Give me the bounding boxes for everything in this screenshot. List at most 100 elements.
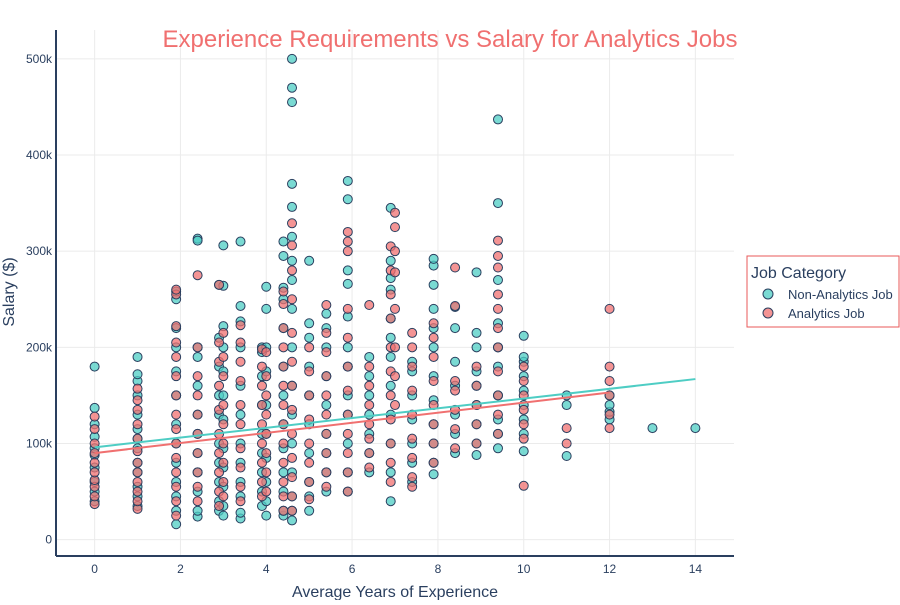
data-point: [604, 375, 615, 386]
data-point: [304, 390, 315, 401]
series-analytics-points: [89, 207, 615, 521]
data-point: [287, 303, 298, 314]
data-point: [218, 491, 229, 502]
data-point: [235, 507, 246, 518]
data-point: [364, 400, 375, 411]
data-point: [450, 356, 461, 367]
data-point: [89, 457, 100, 468]
data-point: [450, 424, 461, 435]
grid-lines: [56, 30, 734, 556]
data-point: [89, 491, 100, 502]
data-point: [428, 419, 439, 430]
data-point: [218, 351, 229, 362]
data-point: [342, 486, 353, 497]
data-point: [390, 246, 400, 257]
data-point: [287, 294, 298, 305]
data-point: [471, 438, 482, 449]
data-point: [278, 467, 289, 478]
data-point: [132, 476, 143, 487]
data-point: [407, 452, 418, 463]
x-tick-label: 12: [603, 562, 617, 576]
data-point: [261, 448, 272, 459]
data-point: [278, 299, 289, 310]
data-point: [214, 467, 225, 478]
data-point: [278, 476, 289, 487]
data-point: [604, 361, 615, 372]
data-point: [218, 400, 229, 411]
data-point: [287, 404, 298, 415]
data-point: [287, 275, 298, 286]
data-point: [256, 457, 267, 468]
data-point: [287, 53, 298, 64]
data-point: [492, 366, 503, 377]
data-point: [304, 438, 315, 449]
tick-labels: 0 2 4 6 8 10 12 14 0 100k 200k 300k 400k 500k: [26, 52, 702, 576]
data-point: [321, 308, 332, 319]
data-point: [171, 390, 182, 401]
data-point: [321, 481, 332, 492]
data-point: [321, 347, 332, 358]
data-point: [385, 255, 396, 266]
data-point: [492, 275, 503, 286]
legend-item-analytics[interactable]: Analytics Job: [762, 306, 865, 321]
data-point: [342, 246, 353, 257]
data-point: [132, 486, 143, 497]
data-point: [192, 448, 203, 459]
data-point: [492, 262, 503, 273]
data-point: [304, 494, 315, 505]
data-point: [385, 313, 396, 324]
data-point: [342, 194, 353, 205]
data-point: [407, 361, 418, 372]
data-point: [218, 476, 229, 487]
data-point: [407, 433, 418, 444]
data-point: [471, 267, 482, 278]
data-point: [132, 404, 143, 415]
legend-item-non-analytics[interactable]: Non-Analytics Job: [762, 287, 893, 302]
data-point: [287, 472, 298, 483]
data-point: [304, 457, 315, 468]
data-point: [518, 351, 529, 362]
trend-line-non-analytics: [94, 378, 696, 449]
data-point: [261, 467, 272, 478]
data-point: [192, 342, 203, 353]
data-point: [364, 433, 375, 444]
legend: Job Category Non-Analytics Job Analytics…: [746, 255, 900, 328]
data-point: [235, 236, 246, 247]
data-point: [278, 361, 289, 372]
data-point: [235, 400, 246, 411]
data-point: [287, 380, 298, 391]
legend-label-non-analytics: Non-Analytics Job: [788, 287, 893, 302]
data-point: [287, 515, 298, 526]
legend-marker-analytics: [762, 307, 774, 319]
data-point: [385, 496, 396, 507]
data-point: [218, 438, 229, 449]
data-point: [235, 409, 246, 420]
data-point: [428, 332, 439, 343]
data-point: [385, 457, 396, 468]
data-point: [256, 361, 267, 372]
data-point: [450, 385, 461, 396]
x-axis-title: Average Years of Experience: [292, 584, 498, 600]
data-point: [132, 419, 143, 430]
data-point: [235, 496, 246, 507]
data-point: [261, 486, 272, 497]
data-point: [428, 457, 439, 468]
data-point: [492, 235, 503, 246]
data-point: [407, 327, 418, 338]
data-point: [604, 423, 615, 434]
data-point: [342, 303, 353, 314]
data-point: [407, 481, 418, 492]
data-point: [492, 390, 503, 401]
data-point: [390, 400, 400, 411]
data-point: [390, 342, 400, 353]
data-point: [492, 428, 503, 439]
data-point: [604, 400, 615, 411]
data-point: [214, 448, 225, 459]
data-point: [261, 510, 272, 521]
data-point: [278, 491, 289, 502]
data-point: [471, 419, 482, 430]
y-tick-label: 300k: [26, 244, 53, 258]
data-point: [287, 491, 298, 502]
data-point: [278, 250, 289, 261]
data-point: [304, 342, 315, 353]
